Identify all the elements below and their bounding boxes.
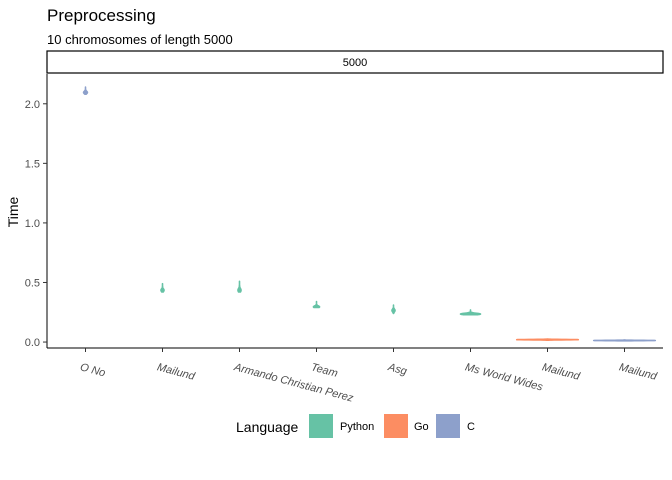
legend-swatch-go xyxy=(384,414,408,438)
x-tick-label: Team xyxy=(310,361,339,380)
violin-mark xyxy=(82,86,89,96)
legend-title: Language xyxy=(236,419,299,435)
y-tick-label: 1.5 xyxy=(25,158,40,170)
legend-label-go: Go xyxy=(414,421,429,433)
x-tick-label: O No xyxy=(79,361,107,379)
legend-label-c: C xyxy=(467,421,475,433)
y-tick-label: 2.0 xyxy=(25,99,40,111)
legend-label-python: Python xyxy=(340,421,374,433)
chart-title: Preprocessing xyxy=(47,6,156,25)
legend: Language Python Go C xyxy=(236,414,475,438)
violin-mark xyxy=(160,282,165,293)
violin-mark xyxy=(459,309,482,316)
violin-plots xyxy=(82,86,657,342)
legend-swatch-python xyxy=(309,414,333,438)
y-axis-label: Time xyxy=(5,196,21,227)
violin-mark xyxy=(237,280,242,293)
x-tick-label: Mailund xyxy=(541,361,582,383)
violin-mark xyxy=(515,338,580,342)
y-axis-ticks: 0.0 0.5 1.0 1.5 2.0 xyxy=(25,99,47,349)
x-tick-label: Asg xyxy=(386,361,409,378)
x-tick-label: Ms World Wides xyxy=(464,361,545,393)
y-tick-label: 0.5 xyxy=(25,277,40,289)
facet-strip xyxy=(46,50,664,74)
x-tick-label: Mailund xyxy=(618,361,659,383)
chart-subtitle: 10 chromosomes of length 5000 xyxy=(47,32,233,47)
violin-mark xyxy=(312,300,321,309)
y-tick-label: 1.0 xyxy=(25,218,40,230)
y-tick-label: 0.0 xyxy=(25,337,40,349)
legend-swatch-c xyxy=(436,414,460,438)
x-tick-label: Mailund xyxy=(156,361,197,383)
violin-mark xyxy=(592,339,657,342)
violin-mark xyxy=(391,304,396,315)
facet-strip-label: 5000 xyxy=(343,57,367,69)
